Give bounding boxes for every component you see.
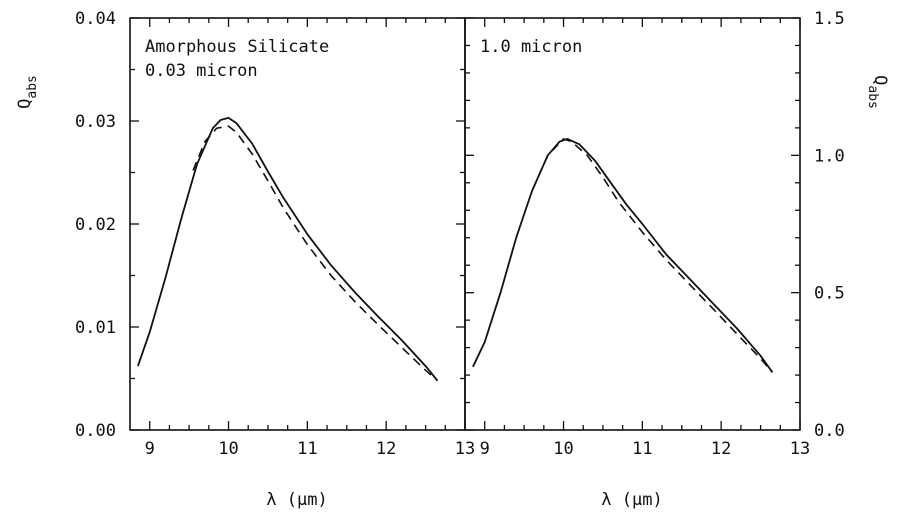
series-dashed-line — [531, 137, 774, 373]
y-tick-label: 1.5 — [814, 9, 845, 29]
x-tick-label: 11 — [632, 439, 652, 459]
x-tick-label: 9 — [480, 439, 490, 459]
x-tick-label: 11 — [297, 439, 317, 459]
y-tick-label: 0.04 — [75, 9, 116, 29]
y-axis-label-right: Qabs — [865, 75, 890, 109]
y-tick-label: 0.03 — [75, 112, 116, 132]
x-tick-label: 10 — [218, 439, 238, 459]
x-tick-label: 13 — [790, 439, 810, 459]
svg-text:Qabs: Qabs — [865, 75, 890, 109]
panel-annotation: 0.03 micron — [145, 61, 258, 81]
svg-text:Qabs: Qabs — [15, 75, 40, 109]
y-tick-label: 0.00 — [75, 421, 116, 441]
y-tick-label: 0.5 — [814, 284, 845, 304]
x-axis-label-left: λ (μm) — [266, 490, 327, 510]
y-tick-label: 0.02 — [75, 215, 116, 235]
series-solid-line — [137, 117, 439, 382]
y-tick-label: 0.0 — [814, 421, 845, 441]
y-tick-label: 0.01 — [75, 318, 116, 338]
panel-annotation: Amorphous Silicate — [145, 37, 329, 57]
series-solid-line — [472, 138, 774, 373]
x-tick-label: 13 — [455, 439, 475, 459]
panel-right: 9 10 11 12 130.0 0.5 1.0 1.5 1.0 micron — [464, 9, 845, 459]
series-dashed-line — [192, 125, 438, 382]
x-tick-label: 12 — [711, 439, 731, 459]
y-tick-label: 1.0 — [814, 146, 845, 166]
x-axis-label-right: λ (μm) — [601, 490, 662, 510]
y-axis-label-left: Qabs — [15, 75, 40, 109]
x-tick-label: 9 — [145, 439, 155, 459]
x-tick-label: 12 — [376, 439, 396, 459]
panel-annotation: 1.0 micron — [480, 37, 582, 57]
plot-frame — [464, 17, 801, 431]
x-tick-label: 10 — [553, 439, 573, 459]
panel-left: 9 10 11 12 13 0.00 0.01 0.02 0.03 0.04 Amorphous S… — [75, 9, 475, 459]
